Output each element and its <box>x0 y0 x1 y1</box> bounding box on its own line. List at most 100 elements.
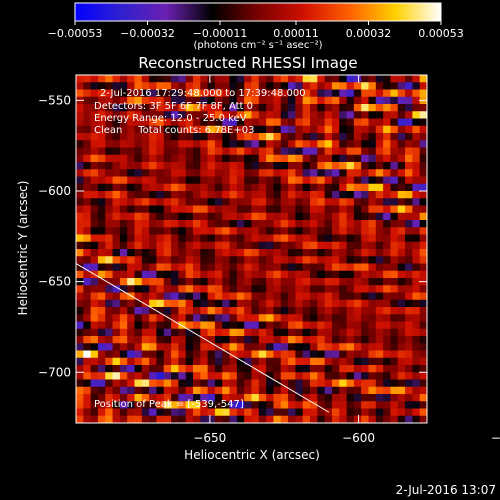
image-pixel <box>405 183 413 192</box>
image-pixel <box>185 372 194 380</box>
image-pixel <box>178 169 187 177</box>
image-pixel <box>266 191 274 199</box>
image-pixel <box>200 176 209 185</box>
image-pixel <box>134 118 143 127</box>
image-pixel <box>419 263 427 272</box>
image-pixel <box>163 82 172 90</box>
image-pixel <box>127 176 135 185</box>
image-pixel <box>405 125 413 134</box>
image-pixel <box>112 321 121 330</box>
image-pixel <box>258 379 267 388</box>
image-pixel <box>171 394 179 402</box>
image-pixel <box>310 162 318 170</box>
image-pixel <box>324 292 333 301</box>
image-pixel <box>375 379 384 388</box>
image-pixel <box>258 140 267 148</box>
image-pixels <box>76 75 427 423</box>
image-pixel <box>134 372 143 380</box>
image-pixel <box>171 350 179 359</box>
image-pixel <box>76 408 84 417</box>
image-pixel <box>222 343 230 351</box>
image-pixel <box>149 183 157 192</box>
image-pixel <box>280 386 289 395</box>
image-pixel <box>193 191 201 199</box>
image-pixel <box>178 140 187 148</box>
image-pixel <box>149 285 157 293</box>
image-pixel <box>375 372 384 380</box>
image-pixel <box>361 147 369 156</box>
image-pixel <box>105 328 113 337</box>
image-pixel <box>339 307 347 315</box>
image-pixel <box>419 198 427 206</box>
image-pixel <box>134 220 143 228</box>
image-pixel <box>266 176 274 185</box>
image-pixel <box>97 314 106 322</box>
image-pixel <box>200 227 209 235</box>
image-pixel <box>412 140 421 148</box>
image-pixel <box>229 379 238 388</box>
image-pixel <box>97 220 106 228</box>
image-pixel <box>397 118 406 127</box>
image-pixel <box>163 154 172 163</box>
image-pixel <box>193 75 201 83</box>
image-pixel <box>207 415 216 423</box>
image-pixel <box>288 321 296 330</box>
image-pixel <box>112 401 121 409</box>
image-pixel <box>119 314 128 322</box>
image-pixel <box>76 343 84 351</box>
image-pixel <box>331 372 340 380</box>
image-pixel <box>171 278 179 286</box>
image-pixel <box>185 82 194 90</box>
image-pixel <box>361 133 369 141</box>
image-pixel <box>141 270 150 279</box>
image-pixel <box>375 133 384 141</box>
image-pixel <box>185 89 194 98</box>
image-pixel <box>76 285 84 293</box>
image-pixel <box>76 205 84 214</box>
image-pixel <box>317 191 326 199</box>
image-pixel <box>163 408 172 417</box>
image-pixel <box>339 343 347 351</box>
image-pixel <box>419 249 427 257</box>
image-pixel <box>163 227 172 235</box>
image-pixel <box>119 285 128 293</box>
image-pixel <box>375 270 384 279</box>
image-pixel <box>141 147 150 156</box>
image-pixel <box>178 176 187 185</box>
image-pixel <box>185 321 194 330</box>
image-pixel <box>383 270 391 279</box>
image-pixel <box>222 125 230 134</box>
image-pixel <box>324 82 333 90</box>
image-pixel <box>353 314 362 322</box>
image-pixel <box>397 278 406 286</box>
image-pixel <box>375 89 384 98</box>
image-pixel <box>244 365 252 373</box>
image-pixel <box>339 82 347 90</box>
image-pixel <box>83 386 92 395</box>
image-pixel <box>200 111 209 119</box>
image-pixel <box>310 299 318 308</box>
image-pixel <box>163 89 172 98</box>
image-pixel <box>127 350 135 359</box>
image-pixel <box>207 183 216 192</box>
image-pixel <box>141 241 150 250</box>
image-pixel <box>171 220 179 228</box>
image-pixel <box>331 270 340 279</box>
image-pixel <box>171 227 179 235</box>
image-pixel <box>200 191 209 199</box>
image-pixel <box>105 227 113 235</box>
image-pixel <box>288 328 296 337</box>
image-pixel <box>339 263 347 272</box>
image-pixel <box>317 140 326 148</box>
image-pixel <box>251 307 260 315</box>
image-pixel <box>229 147 238 156</box>
image-pixel <box>193 401 201 409</box>
image-pixel <box>119 205 128 214</box>
colorbar-tick-label: −0.00032 <box>120 27 175 40</box>
image-pixel <box>339 191 347 199</box>
image-pixel <box>149 96 157 105</box>
image-pixel <box>193 386 201 395</box>
image-pixel <box>76 321 84 330</box>
image-pixel <box>346 285 355 293</box>
image-pixel <box>156 379 165 388</box>
